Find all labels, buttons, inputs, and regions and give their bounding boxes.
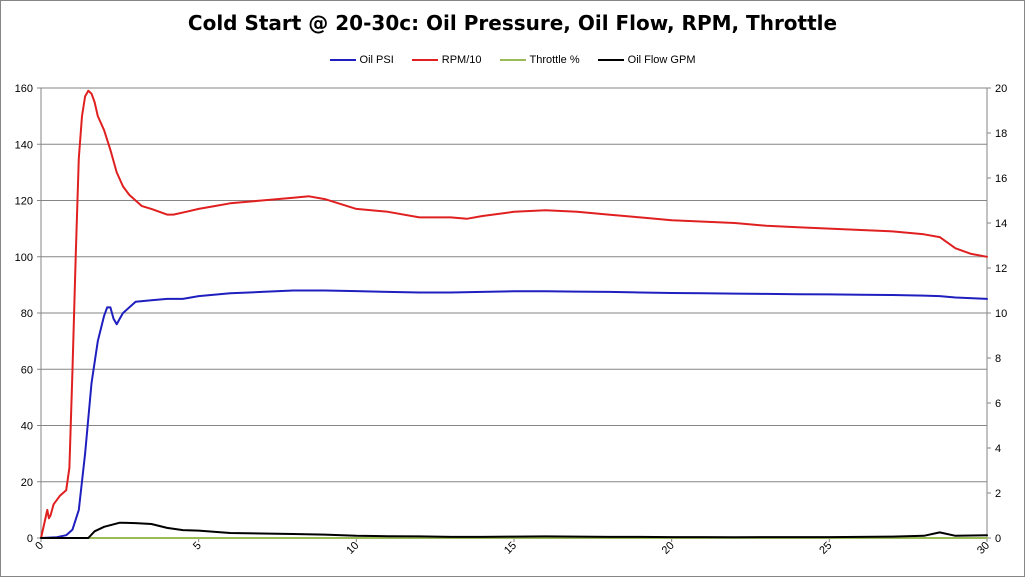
- legend-item-rpm: RPM/10: [411, 54, 482, 66]
- y-left-tick-label: 120: [15, 196, 33, 208]
- y-right-tick-label: 16: [995, 173, 1007, 185]
- series-line-oil-flow-gpm: [40, 521, 988, 539]
- y-right-tick-label: 14: [995, 218, 1007, 230]
- y-left-tick-label: 0: [27, 533, 33, 545]
- x-tick-label: 10: [344, 540, 361, 557]
- y-left-tick-label: 20: [21, 477, 33, 489]
- legend-item-oil-psi: Oil PSI: [329, 54, 394, 66]
- y-left-tick-label: 80: [21, 308, 33, 320]
- legend-label-throttle: Throttle %: [529, 54, 580, 66]
- legend-label-oil-flow: Oil Flow GPM: [627, 54, 696, 66]
- y-left-tick-label: 40: [21, 421, 33, 433]
- y-left-tick-label: 160: [15, 83, 33, 95]
- legend: Oil PSI RPM/10 Throttle % Oil Flow GPM: [1, 54, 1024, 66]
- y-right-tick-label: 8: [995, 353, 1001, 365]
- x-tick-label: 25: [817, 540, 834, 557]
- y-right-tick-label: 6: [995, 398, 1001, 410]
- legend-swatch-rpm: [411, 59, 438, 61]
- series-line-rpm-10: [40, 89, 988, 539]
- legend-swatch-oil-psi: [329, 59, 356, 61]
- y-right-tick-label: 12: [995, 263, 1007, 275]
- x-tick-label: 0: [33, 540, 46, 553]
- x-tick-label: 30: [975, 540, 992, 557]
- series-line-oil-psi: [40, 289, 988, 539]
- y-right-tick-label: 10: [995, 308, 1007, 320]
- legend-label-rpm: RPM/10: [441, 54, 482, 66]
- y-left-tick-label: 100: [15, 252, 33, 264]
- legend-label-oil-psi: Oil PSI: [359, 54, 394, 66]
- legend-swatch-oil-flow: [597, 59, 624, 61]
- y-right-tick-label: 0: [995, 533, 1001, 545]
- x-tick-label: 15: [502, 540, 519, 557]
- x-tick-label: 5: [191, 540, 204, 553]
- chart-title: Cold Start @ 20-30c: Oil Pressure, Oil F…: [187, 11, 838, 35]
- y-left-tick-label: 140: [15, 139, 33, 151]
- x-tick-label: 20: [660, 540, 677, 557]
- legend-swatch-throttle: [499, 59, 526, 61]
- y-right-tick-label: 4: [995, 443, 1001, 455]
- y-left-tick-label: 60: [21, 364, 33, 376]
- legend-item-throttle: Throttle %: [499, 54, 580, 66]
- y-right-tick-label: 18: [995, 128, 1007, 140]
- legend-item-oil-flow: Oil Flow GPM: [597, 54, 696, 66]
- y-right-tick-label: 20: [995, 83, 1007, 95]
- y-right-tick-label: 2: [995, 488, 1001, 500]
